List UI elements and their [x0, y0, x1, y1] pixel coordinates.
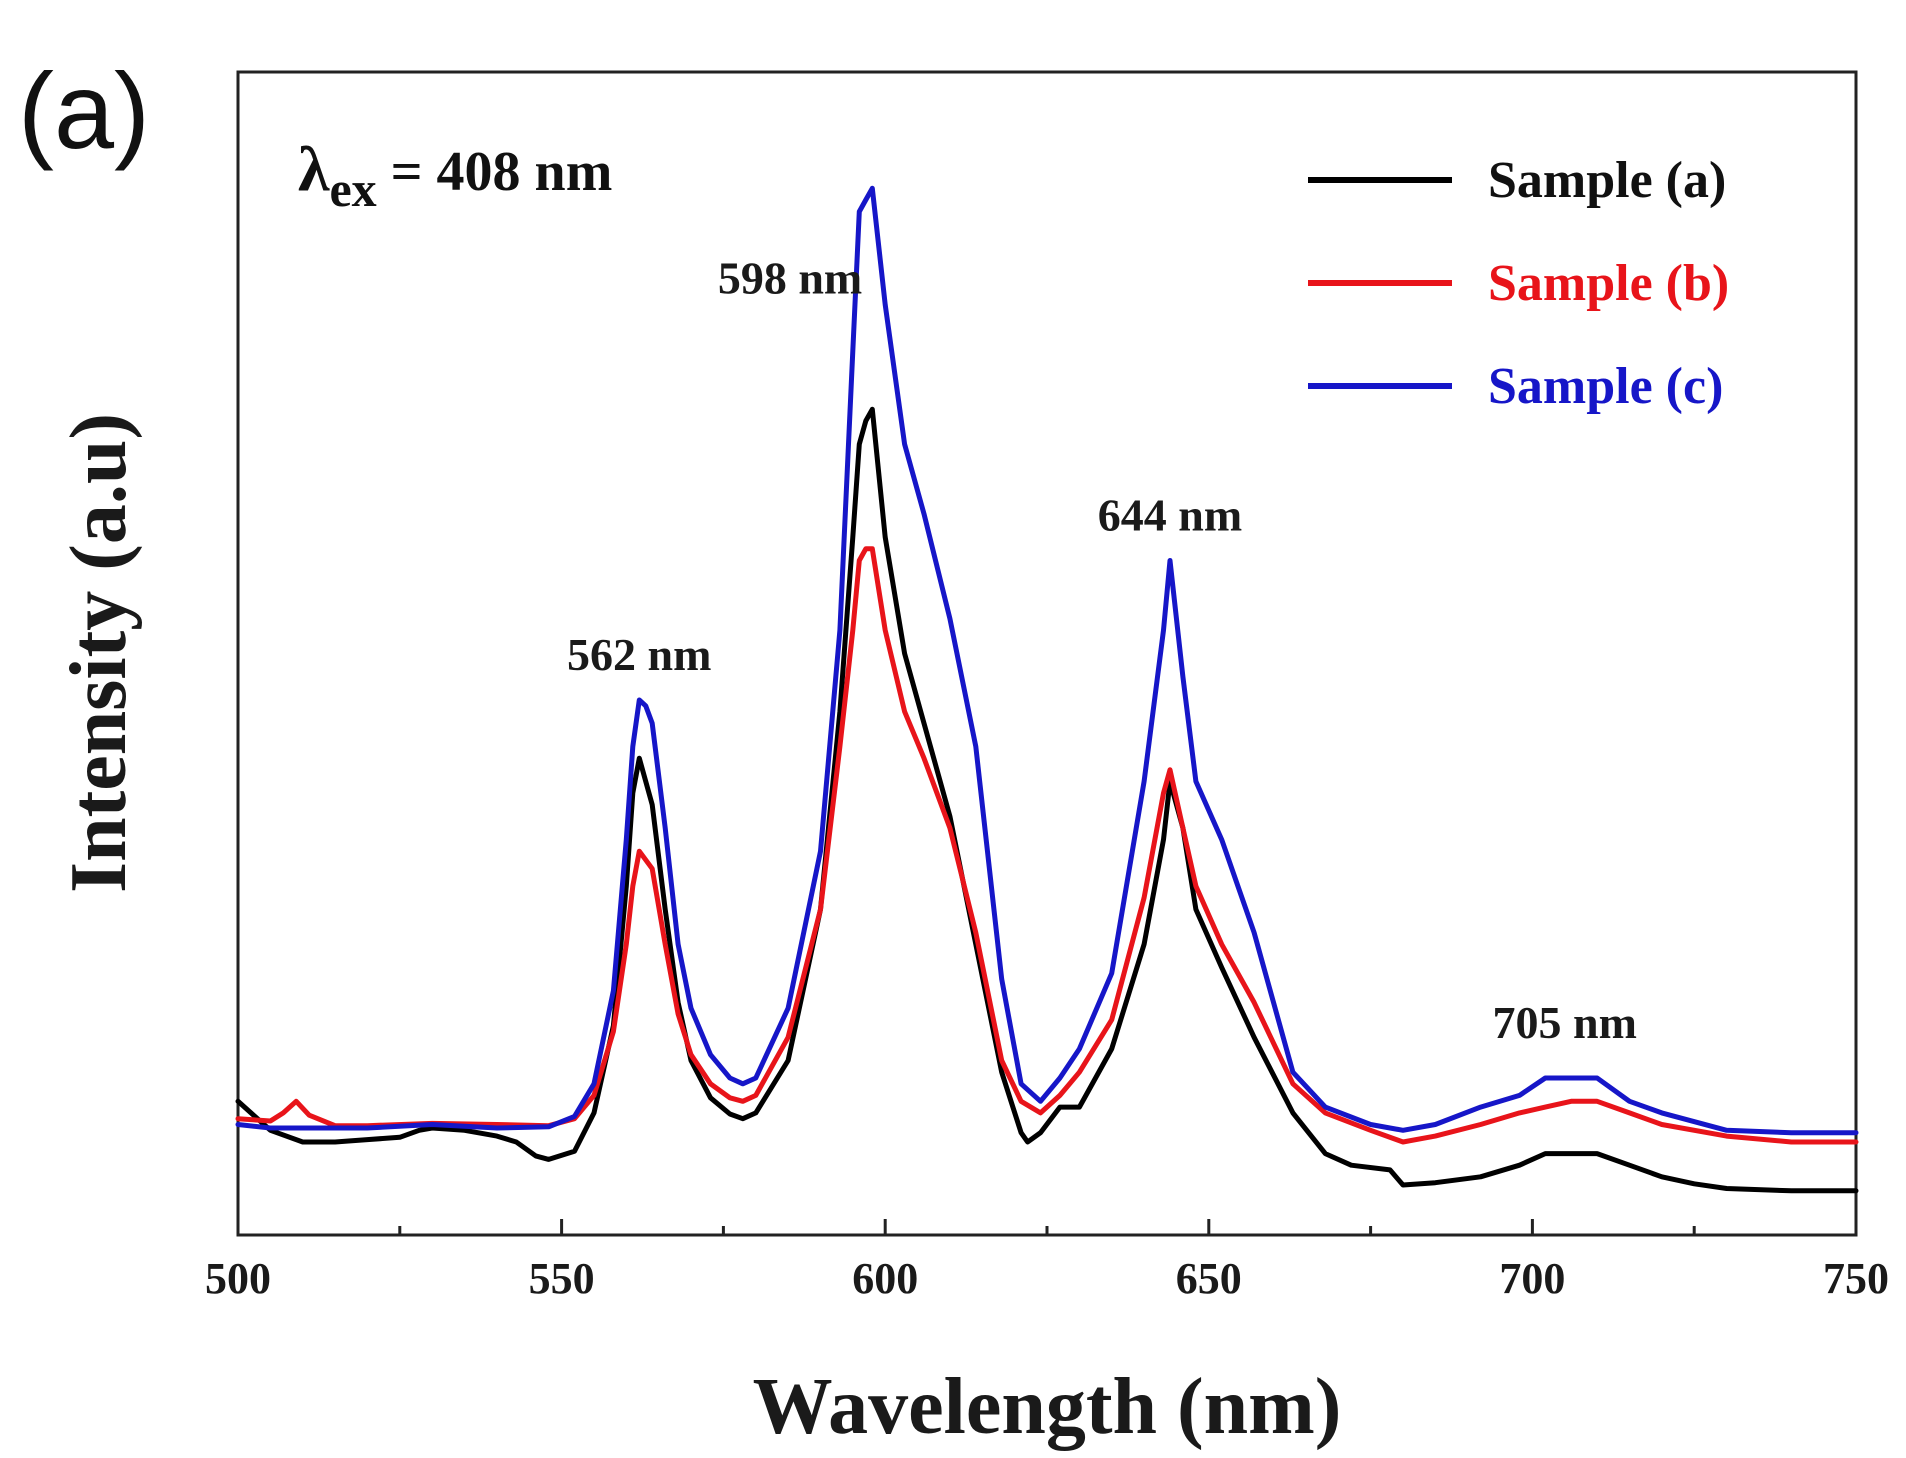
x-tick-label-650: 650 — [1176, 1254, 1242, 1303]
x-axis-tick-labels: 500 550 600 650 700 750 — [205, 1254, 1889, 1303]
x-axis-title: Wavelength (nm) — [753, 1363, 1342, 1451]
legend-label-b: Sample (b) — [1488, 255, 1729, 312]
peak-label-644: 644 nm — [1098, 489, 1242, 540]
series-line-a — [235, 406, 1859, 1194]
peak-label-598: 598 nm — [718, 252, 862, 303]
peak-label-562: 562 nm — [567, 629, 711, 680]
series-line-c — [235, 185, 1859, 1136]
panel-label: (a) — [18, 50, 150, 171]
excitation-label: λex = 408 nm — [298, 133, 612, 217]
excitation-symbol: λ — [298, 133, 330, 204]
excitation-subscript: ex — [329, 161, 376, 217]
x-tick-label-750: 750 — [1823, 1254, 1889, 1303]
x-axis-ticks — [236, 1219, 1858, 1235]
x-tick-label-550: 550 — [529, 1254, 595, 1303]
series-line-b — [235, 546, 1859, 1145]
y-axis-title: Intensity (a.u) — [55, 413, 143, 893]
peak-label-705: 705 nm — [1493, 997, 1637, 1048]
legend-label-c: Sample (c) — [1488, 358, 1723, 415]
x-tick-label-600: 600 — [852, 1254, 918, 1303]
series-lines — [235, 185, 1859, 1194]
peak-annotations: 562 nm 598 nm 644 nm 705 nm — [567, 252, 1637, 1048]
x-tick-label-500: 500 — [205, 1254, 271, 1303]
legend: Sample (a) Sample (b) Sample (c) — [1308, 152, 1729, 415]
x-tick-label-700: 700 — [1499, 1254, 1565, 1303]
legend-label-a: Sample (a) — [1488, 152, 1726, 209]
excitation-value: = 408 nm — [377, 141, 613, 203]
